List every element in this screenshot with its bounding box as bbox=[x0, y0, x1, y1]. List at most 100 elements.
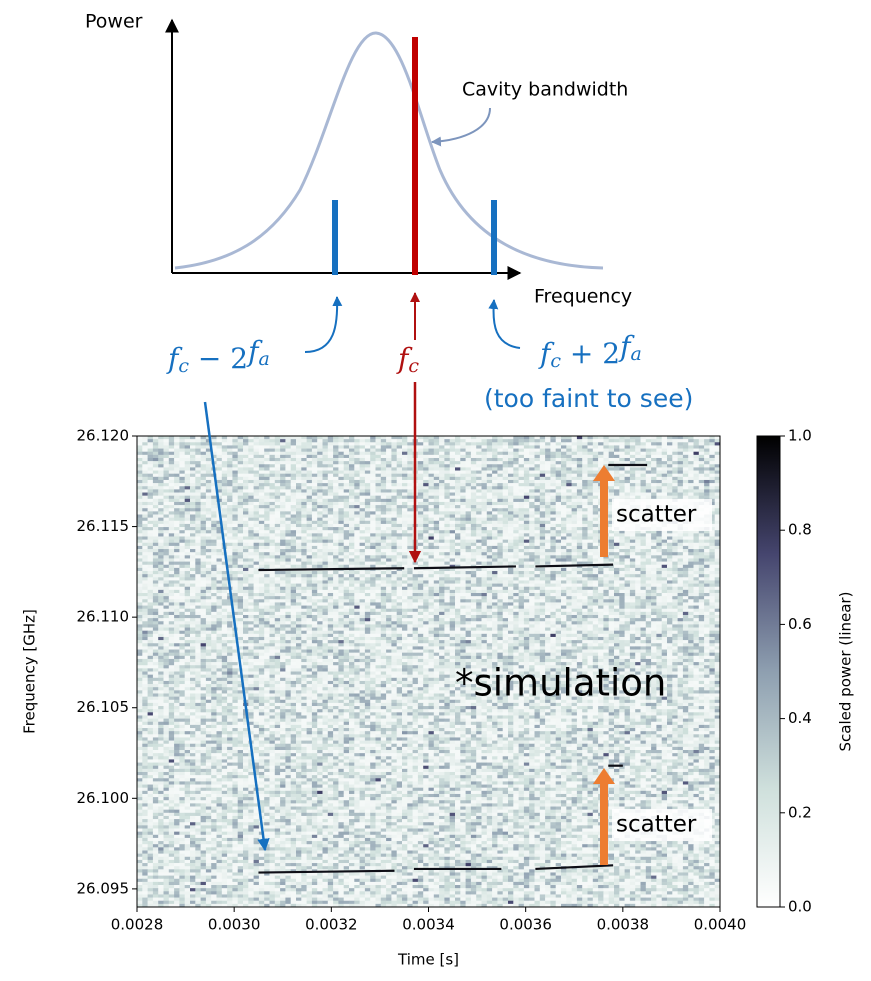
noise-cell bbox=[386, 486, 392, 490]
noise-cell bbox=[582, 461, 588, 465]
noise-cell bbox=[211, 527, 217, 531]
noise-cell bbox=[375, 498, 382, 503]
noise-cell bbox=[534, 476, 541, 481]
noise-cell bbox=[608, 555, 615, 559]
noise-cell bbox=[455, 545, 461, 550]
noise-cell bbox=[619, 492, 625, 496]
noise-cell bbox=[375, 489, 382, 493]
noise-cell bbox=[608, 542, 615, 547]
noise-cell bbox=[539, 492, 546, 496]
noise-cell bbox=[449, 567, 456, 572]
noise-cell bbox=[216, 454, 223, 459]
noise-cell bbox=[317, 454, 323, 459]
noise-cell bbox=[455, 457, 461, 462]
noise-cell bbox=[375, 514, 382, 518]
noise-cell bbox=[704, 567, 710, 572]
noise-cell bbox=[439, 549, 445, 553]
noise-cell bbox=[243, 464, 249, 468]
noise-cell bbox=[290, 508, 297, 512]
noise-cell bbox=[640, 473, 647, 478]
noise-cell bbox=[137, 486, 143, 490]
noise-cell bbox=[243, 545, 249, 550]
noise-cell bbox=[481, 486, 488, 490]
noise-cell bbox=[290, 514, 297, 518]
noise-cell bbox=[211, 501, 217, 506]
noise-cell bbox=[243, 527, 249, 531]
noise-cell bbox=[190, 567, 196, 572]
noise-cell bbox=[349, 552, 355, 556]
noise-cell bbox=[539, 545, 546, 550]
noise-cell bbox=[587, 561, 594, 566]
noise-cell bbox=[375, 457, 382, 462]
noise-cell bbox=[545, 442, 551, 446]
noise-cell bbox=[396, 467, 403, 471]
noise-cell bbox=[311, 479, 318, 484]
noise-cell bbox=[290, 451, 297, 456]
noise-cell bbox=[232, 508, 238, 512]
noise-cell bbox=[248, 511, 254, 515]
noise-cell bbox=[428, 461, 435, 465]
noise-cell bbox=[232, 511, 238, 515]
noise-cell bbox=[709, 520, 715, 525]
noise-cell bbox=[333, 561, 339, 566]
noise-cell bbox=[386, 461, 392, 465]
noise-cell bbox=[704, 533, 710, 537]
noise-cell bbox=[317, 539, 323, 544]
noise-cell bbox=[237, 486, 244, 490]
noise-cell bbox=[667, 542, 673, 547]
noise-cell bbox=[449, 555, 456, 559]
noise-cell bbox=[306, 483, 313, 487]
noise-cell bbox=[481, 542, 488, 547]
noise-cell bbox=[417, 514, 424, 518]
noise-cell bbox=[486, 498, 493, 503]
noise-cell bbox=[306, 545, 313, 550]
noise-cell bbox=[311, 464, 318, 468]
noise-cell bbox=[253, 527, 260, 531]
noise-cell bbox=[698, 442, 705, 446]
noise-cell bbox=[561, 567, 567, 572]
noise-cell bbox=[513, 558, 519, 562]
noise-cell bbox=[221, 486, 228, 490]
noise-cell bbox=[497, 571, 503, 575]
noise-cell bbox=[417, 574, 424, 578]
noise-cell bbox=[232, 549, 238, 553]
noise-cell bbox=[327, 495, 334, 500]
noise-cell bbox=[470, 552, 477, 556]
noise-cell bbox=[460, 571, 466, 575]
noise-cell bbox=[481, 501, 488, 506]
noise-cell bbox=[688, 457, 694, 462]
noise-cell bbox=[258, 542, 265, 547]
noise-cell bbox=[635, 445, 641, 449]
noise-cell bbox=[470, 527, 477, 531]
noise-cell bbox=[433, 486, 440, 490]
noise-cell bbox=[349, 479, 355, 484]
noise-cell bbox=[566, 517, 572, 522]
noise-cell bbox=[513, 454, 519, 459]
noise-cell bbox=[269, 454, 276, 459]
noise-cell bbox=[333, 549, 339, 553]
noise-cell bbox=[184, 461, 191, 465]
noise-cell bbox=[163, 530, 170, 534]
noise-cell bbox=[423, 552, 429, 556]
noise-cell bbox=[629, 486, 636, 490]
noise-cell bbox=[614, 495, 620, 500]
noise-cell bbox=[163, 436, 170, 440]
noise-cell bbox=[333, 454, 339, 459]
noise-cell bbox=[253, 470, 260, 474]
noise-cell bbox=[566, 514, 572, 518]
noise-cell bbox=[465, 495, 472, 500]
noise-cell bbox=[380, 574, 387, 578]
noise-cell bbox=[714, 511, 720, 515]
noise-cell bbox=[571, 495, 578, 500]
noise-cell bbox=[709, 539, 715, 544]
noise-cell bbox=[163, 542, 170, 547]
noise-cell bbox=[370, 454, 376, 459]
noise-cell bbox=[529, 486, 535, 490]
noise-cell bbox=[137, 517, 143, 522]
noise-cell bbox=[280, 467, 286, 471]
noise-cell bbox=[709, 558, 715, 562]
noise-cell bbox=[243, 517, 249, 522]
noise-cell bbox=[470, 442, 477, 446]
noise-cell bbox=[481, 523, 488, 528]
noise-cell bbox=[317, 552, 323, 556]
